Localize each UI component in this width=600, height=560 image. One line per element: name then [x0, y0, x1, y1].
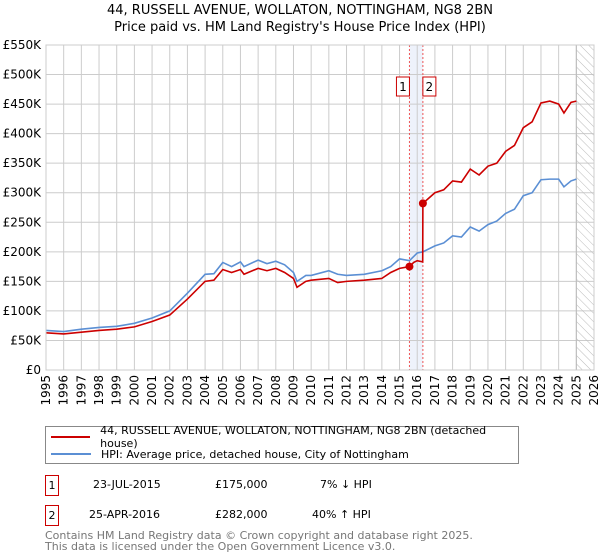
footer-copyright: Contains HM Land Registry data © Crown c…	[45, 529, 473, 542]
transaction-badge: 2	[45, 505, 59, 526]
forecast-hatch	[575, 44, 595, 371]
transaction-hpi: 40% ↑ HPI	[312, 508, 371, 521]
x-tick-label: 2023	[534, 375, 548, 406]
y-tick-label: £200K	[3, 245, 43, 259]
x-tick-label: 2019	[463, 375, 477, 406]
legend-swatch-property	[51, 436, 91, 438]
x-tick-label: 2015	[393, 375, 407, 406]
x-tick-label: 2025	[569, 375, 583, 406]
x-tick-label: 2018	[446, 375, 460, 406]
x-tick-label: 2021	[499, 375, 513, 406]
x-tick-label: 2020	[481, 375, 495, 406]
x-tick-label: 2003	[180, 375, 194, 406]
sale-label-box	[422, 76, 437, 97]
sale-point	[405, 262, 414, 271]
x-tick-label: 2008	[269, 375, 283, 406]
series-line	[45, 100, 577, 335]
x-tick-label: 2006	[233, 375, 247, 406]
x-tick-label: 2026	[587, 375, 600, 406]
transaction-date: 25-APR-2016	[89, 508, 161, 521]
plot-border	[45, 44, 595, 371]
x-tick-label: 2013	[357, 375, 371, 406]
y-tick-label: £450K	[3, 97, 43, 111]
x-tick-label: 2009	[286, 375, 300, 406]
chart-title: 44, RUSSELL AVENUE, WOLLATON, NOTTINGHAM…	[106, 3, 493, 18]
x-tick-label: 1998	[92, 375, 106, 406]
x-tick-label: 2016	[410, 375, 424, 406]
series-line	[45, 178, 577, 333]
x-tick-label: 2014	[375, 375, 389, 406]
x-tick-label: 2002	[163, 375, 177, 406]
x-tick-label: 2005	[216, 375, 230, 406]
y-tick-label: £400K	[3, 127, 43, 141]
y-tick-label: £300K	[3, 186, 43, 200]
legend-item-property: 44, RUSSELL AVENUE, WOLLATON, NOTTINGHAM…	[51, 424, 518, 450]
y-tick-label: £250K	[3, 215, 43, 229]
y-tick-label: £100K	[3, 304, 43, 318]
x-tick-label: 2012	[340, 375, 354, 406]
x-tick-label: 1997	[74, 375, 88, 406]
x-tick-label: 2010	[304, 375, 318, 406]
transaction-row: 1 23-JUL-2015 £175,000 7% ↓ HPI	[45, 475, 465, 496]
y-tick-label: £550K	[3, 38, 43, 52]
transaction-hpi: 7% ↓ HPI	[320, 478, 372, 491]
x-tick-label: 1999	[110, 375, 124, 406]
transaction-date: 23-JUL-2015	[93, 478, 161, 491]
x-tick-label: 1995	[39, 375, 53, 406]
legend-label-property: 44, RUSSELL AVENUE, WOLLATON, NOTTINGHAM…	[100, 424, 487, 450]
x-tick-label: 2001	[145, 375, 159, 406]
x-tick-label: 1996	[57, 375, 71, 406]
price-chart: 1995 1996 1997 1998 1999 2000 2001 2002 2003 2004…	[3, 38, 600, 406]
sale-point	[418, 199, 427, 208]
transaction-price: £282,000	[215, 508, 268, 521]
x-tick-label: 2017	[428, 375, 442, 406]
x-tick-label: 2024	[552, 375, 566, 406]
sale-period-band	[409, 45, 423, 370]
chart-subtitle: Price paid vs. HM Land Registry's House …	[114, 20, 486, 35]
x-tick-label: 2000	[127, 375, 141, 406]
y-tick-label: £50K	[10, 333, 42, 347]
transaction-price: £175,000	[215, 478, 268, 491]
transaction-row: 2 25-APR-2016 £282,000 40% ↑ HPI	[45, 505, 465, 526]
legend-item-hpi: HPI: Average price, detached house, City…	[51, 446, 409, 462]
y-tick-label: £0	[26, 363, 41, 377]
y-tick-label: £150K	[3, 274, 43, 288]
x-tick-label: 2007	[251, 375, 265, 406]
footer: Contains HM Land Registry data © Crown c…	[45, 530, 473, 552]
y-tick-label: £350K	[3, 156, 43, 170]
legend: 44, RUSSELL AVENUE, WOLLATON, NOTTINGHAM…	[45, 424, 519, 464]
legend-swatch-hpi	[51, 453, 91, 455]
x-tick-label: 2004	[198, 375, 212, 406]
x-tick-label: 2022	[516, 375, 530, 406]
transaction-badge: 1	[45, 475, 59, 496]
y-tick-label: £500K	[3, 68, 43, 82]
sale-label: 2	[426, 80, 434, 94]
footer-licence: This data is licensed under the Open Gov…	[45, 540, 396, 553]
sale-label: 1	[399, 80, 407, 94]
legend-label-hpi: HPI: Average price, detached house, City…	[101, 447, 409, 461]
sale-label-box	[395, 76, 410, 97]
x-tick-label: 2011	[322, 375, 336, 406]
